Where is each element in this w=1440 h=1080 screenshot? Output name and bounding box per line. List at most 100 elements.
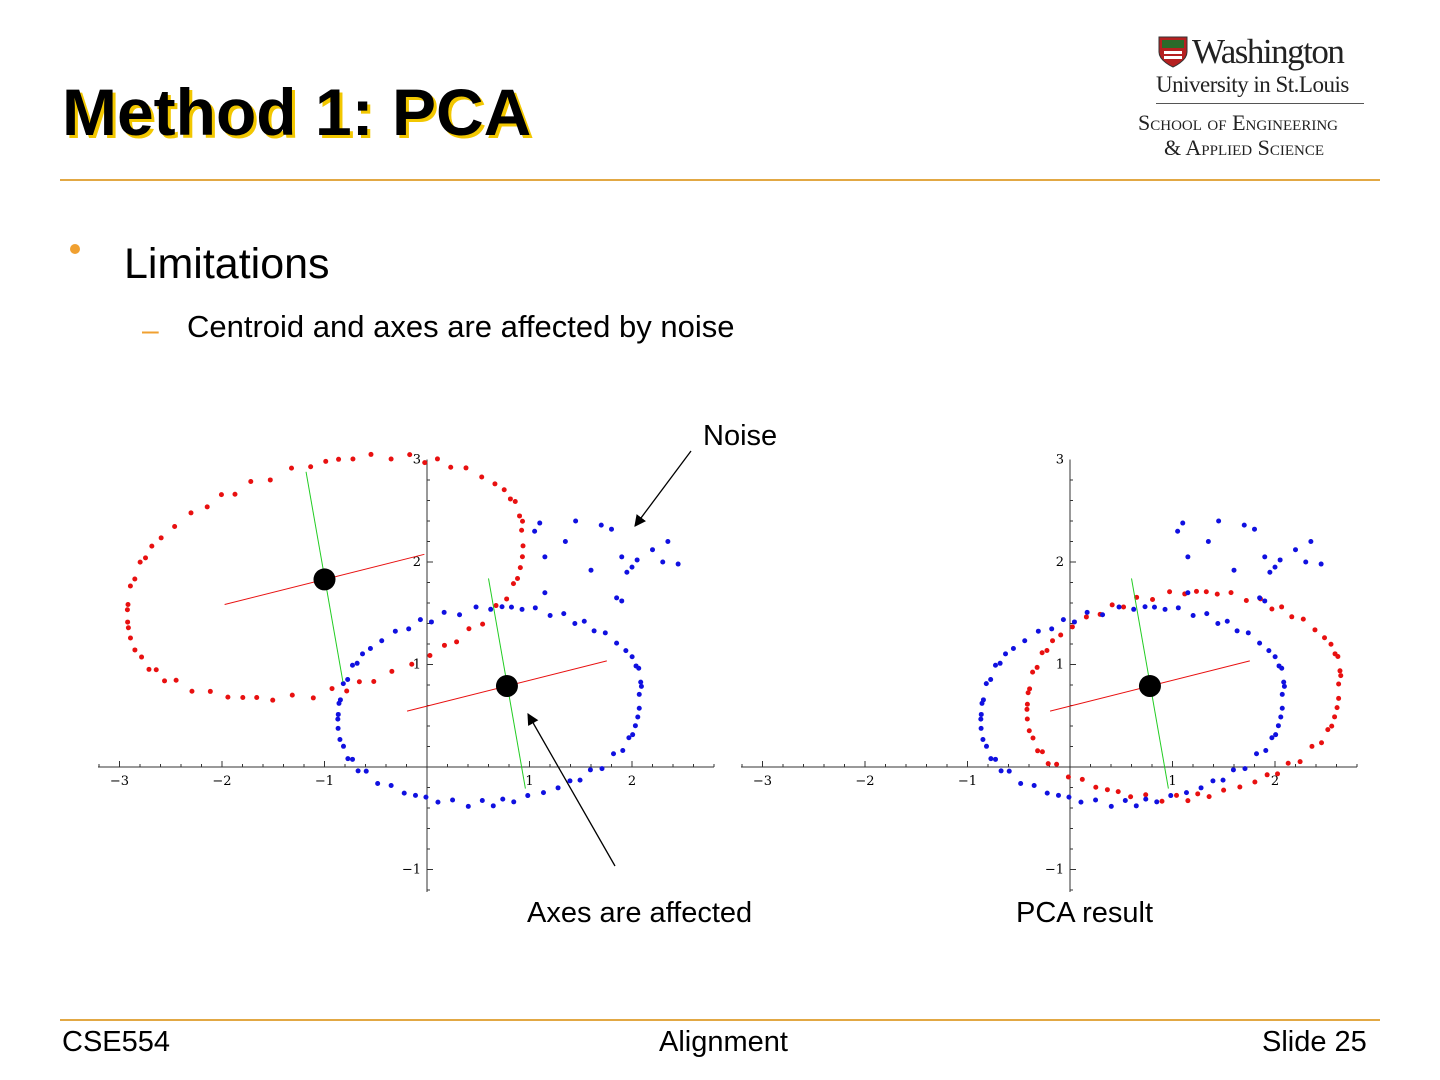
scatter-point — [1030, 669, 1036, 675]
scatter-point — [508, 604, 514, 610]
scatter-point — [555, 785, 561, 791]
scatter-point — [207, 688, 213, 694]
logo-line-applied-science: & Applied Science — [1164, 135, 1325, 160]
scatter-point — [1039, 650, 1045, 656]
x-tick-label: 1 — [1168, 774, 1176, 789]
axes-arrow — [527, 712, 616, 867]
scatter-point — [143, 555, 149, 561]
scatter-point — [1336, 681, 1342, 687]
scatter-point — [525, 793, 531, 799]
noise-point — [629, 564, 635, 570]
scatter-point — [388, 456, 394, 462]
scatter-point — [1329, 723, 1335, 729]
scatter-point — [1273, 732, 1279, 738]
scatter-point — [983, 743, 989, 749]
scatter-point — [270, 697, 276, 703]
scatter-point — [1234, 628, 1240, 634]
scatter-point — [137, 559, 143, 565]
scatter-point — [1285, 760, 1291, 766]
scatter-point — [1035, 748, 1041, 754]
scatter-point — [1143, 796, 1149, 802]
scatter-point — [323, 458, 329, 464]
scatter-point — [1204, 611, 1210, 617]
scatter-point — [504, 596, 510, 602]
scatter-point — [1237, 784, 1243, 790]
scatter-point — [435, 799, 441, 805]
scatter-point — [547, 612, 553, 618]
scatter-point — [1168, 793, 1174, 799]
scatter-point — [450, 797, 456, 803]
scatter-point — [422, 460, 428, 466]
logo-line-school: School of Engineering — [1138, 110, 1338, 135]
scatter-point — [499, 604, 505, 610]
scatter-point — [1254, 751, 1260, 757]
scatter-point — [1230, 767, 1236, 773]
scatter-point — [1195, 791, 1201, 797]
scatter-point — [1312, 627, 1318, 633]
scatter-point — [132, 647, 138, 653]
scatter-point — [635, 714, 641, 720]
noise-point — [542, 554, 548, 560]
scatter-point — [441, 642, 447, 648]
scatter-point — [248, 478, 254, 484]
scatter-point — [375, 780, 381, 786]
scatter-point — [367, 646, 373, 652]
scatter-point — [519, 554, 525, 560]
logo-line-washington: Washington — [1192, 32, 1345, 71]
scatter-point — [127, 583, 133, 589]
scatter-point — [1224, 618, 1230, 624]
scatter-point — [1334, 705, 1340, 711]
scatter-point — [1185, 798, 1191, 804]
bullet-dot — [70, 244, 80, 254]
scatter-point — [1167, 589, 1173, 595]
scatter-point — [335, 716, 341, 722]
scatter-point — [1275, 723, 1281, 729]
noise-point — [609, 526, 614, 532]
noise-point — [1272, 564, 1278, 570]
scatter-point — [162, 678, 168, 684]
scatter-point — [1252, 779, 1258, 785]
noise-point — [1267, 569, 1273, 575]
scatter-point — [493, 603, 499, 609]
scatter-point — [371, 679, 377, 685]
scatter-point — [146, 666, 152, 672]
sub-bullet-text: Centroid and axes are affected by noise — [187, 309, 735, 344]
scatter-point — [1269, 735, 1275, 741]
scatter-point — [337, 737, 343, 743]
scatter-point — [1210, 778, 1216, 784]
scatter-point — [532, 605, 538, 611]
scatter-point — [1050, 638, 1056, 644]
scatter-point — [629, 654, 635, 660]
scatter-point — [1122, 797, 1128, 803]
sub-bullet-dash: – — [142, 314, 159, 347]
noise-point — [588, 567, 594, 573]
scatter-point — [1079, 776, 1085, 782]
scatter-point — [620, 747, 626, 753]
noise-point — [614, 595, 620, 601]
scatter-point — [310, 695, 316, 701]
x-tick-label: −2 — [212, 774, 231, 789]
scatter-point — [480, 621, 486, 627]
noise-point — [1308, 539, 1314, 544]
scatter-point — [149, 543, 155, 549]
scatter-point — [1151, 604, 1157, 610]
scatter-point — [1266, 648, 1272, 654]
scatter-point — [1035, 628, 1041, 634]
scatter-point — [240, 695, 246, 701]
scatter-point — [350, 456, 356, 462]
scatter-point — [636, 691, 642, 697]
noise-point — [598, 522, 604, 528]
scatter-point — [368, 451, 374, 457]
scatter-point — [1115, 789, 1121, 795]
scatter-point — [289, 465, 295, 471]
noise-point — [1277, 557, 1283, 563]
noise-point — [1257, 595, 1263, 601]
scatter-point — [340, 743, 346, 749]
footer-course: CSE554 — [62, 1026, 171, 1058]
scatter-point — [1045, 761, 1051, 767]
scatter-point — [1024, 706, 1030, 712]
scatter-point — [1069, 624, 1075, 630]
scatter-point — [515, 576, 521, 582]
scatter-point — [1084, 609, 1090, 615]
